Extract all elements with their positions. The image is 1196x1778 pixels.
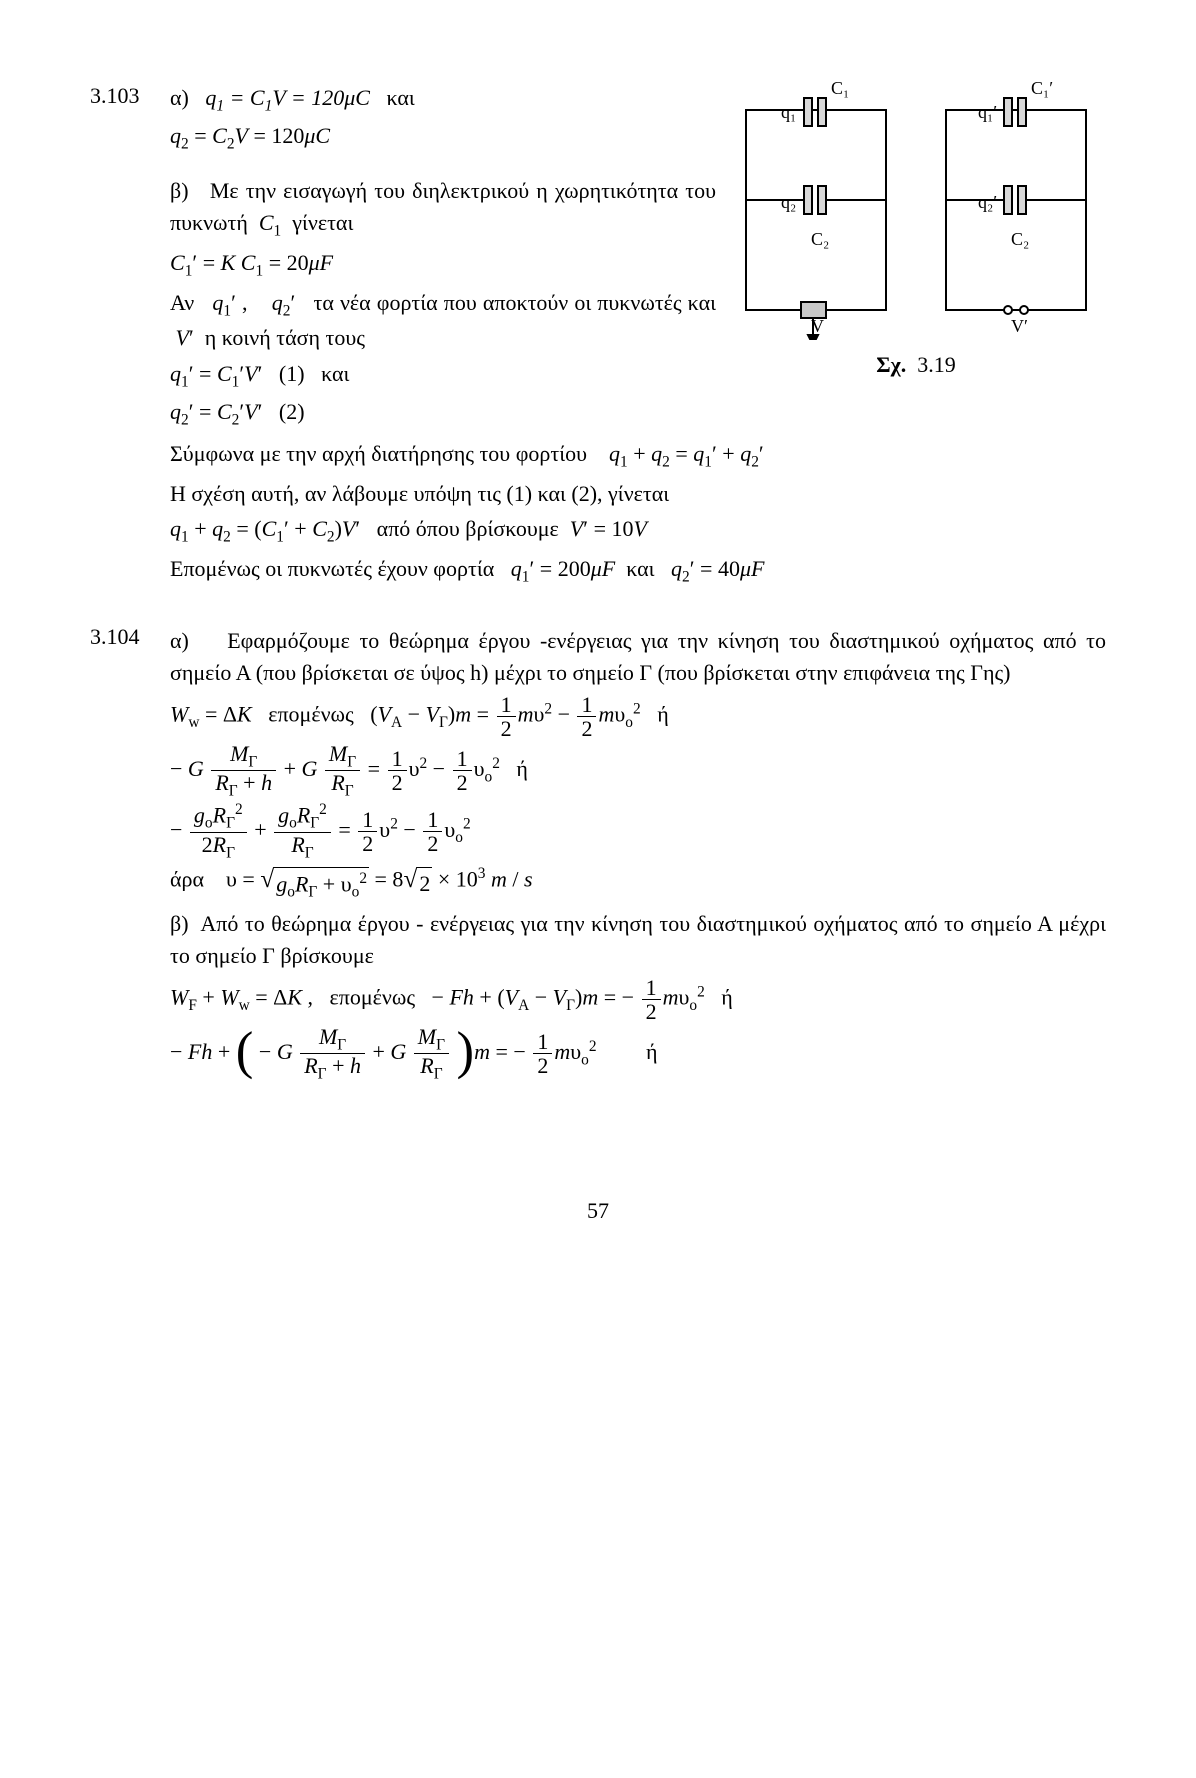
label-c1: C₁: [831, 80, 849, 98]
problem-3-103: 3.103: [90, 80, 1106, 593]
text-104-b: Από το θεώρημα έργου - ενέργειας για την…: [170, 911, 1106, 968]
eq-work-energy-1: Ww = ΔK επομένως (VA − VΓ)m = 12mυ2 − 12…: [170, 693, 1106, 740]
part-a-label-2: α): [170, 628, 189, 653]
text-end: η κοινή τάση τους: [205, 325, 365, 350]
eq-104-b2: − Fh + ( − G MΓRΓ + h + G MΓRΓ )m = − 12…: [170, 1025, 1106, 1083]
para-result: Επομένως οι πυκνωτές έχουν φορτία q1′ = …: [170, 553, 1106, 589]
or-2: ή: [516, 756, 528, 781]
para-104-b: β) Από το θεώρημα έργου - ενέργειας για …: [170, 908, 1106, 972]
text-b1-end: γίνεται: [292, 210, 353, 235]
circuit-diagram: C₁ q₁ q₂ C₂ C₁′ q₁′: [726, 80, 1106, 340]
eq-104-b1: WF + Ww = ΔK , επομένως − Fh + (VA − VΓ)…: [170, 976, 1106, 1023]
label-V2: V: [811, 316, 824, 336]
label-q1p: q₁′: [978, 102, 997, 122]
problem-body-2: α) Εφαρμόζουμε το θεώρημα έργου -ενέργει…: [170, 621, 1106, 1085]
para-conservation: Σύμφωνα με την αρχή διατήρησης του φορτί…: [170, 438, 1106, 474]
text-epomenos: Επομένως οι πυκνωτές έχουν φορτία: [170, 556, 494, 581]
figure-caption: Σχ. 3.19: [726, 349, 1106, 381]
label-q2p: q₂′: [978, 192, 997, 212]
problem-number: 3.103: [90, 80, 170, 112]
problem-3-104: 3.104 α) Εφαρμόζουμε το θεώρημα έργου -ε…: [90, 621, 1106, 1085]
eq-work-energy-3: − goRΓ22RΓ + goRΓ2RΓ = 12υ2 − 12υo2: [170, 802, 1106, 861]
label-c2-right: C₂: [1011, 229, 1029, 249]
caption-label: Σχ.: [876, 352, 906, 377]
figure-3-19: C₁ q₁ q₂ C₂ C₁′ q₁′: [726, 80, 1106, 381]
page-number: 57: [90, 1195, 1106, 1227]
text-epomenos-3: επομένως: [330, 984, 416, 1009]
or-3: ή: [721, 984, 733, 1009]
label-c2-left: C₂: [811, 229, 829, 249]
label-q1: q₁: [781, 102, 796, 122]
text-conservation: Σύμφωνα με την αρχή διατήρησης του φορτί…: [170, 441, 587, 466]
text-apo-opou: από όπου βρίσκουμε: [377, 516, 559, 541]
kai-3: και: [626, 556, 654, 581]
text-rest: τα νέα φορτία που αποκτούν οι πυκνωτές κ…: [314, 290, 717, 315]
eq-q2p: q2′ = C2′V′ (2): [170, 396, 1106, 432]
para-combine: Η σχέση αυτή, αν λάβουμε υπόψη τις (1) κ…: [170, 478, 1106, 510]
eq-q1: q1 = C1V = 120μC: [205, 85, 370, 110]
text-104-a: Εφαρμόζουμε το θεώρημα έργου -ενέργειας …: [170, 628, 1106, 685]
text-an: Αν: [170, 290, 194, 315]
problem-body: C₁ q₁ q₂ C₂ C₁′ q₁′: [170, 80, 1106, 593]
text-ara: άρα: [170, 867, 204, 892]
problem-number-2: 3.104: [90, 621, 170, 653]
or-1: ή: [657, 701, 669, 726]
part-b-label-2: β): [170, 911, 189, 936]
text-b1: Με την εισαγωγή του διηλεκτρικού η χωρητ…: [170, 178, 716, 235]
part-b-label: β): [170, 178, 189, 203]
label-q2: q₂: [781, 192, 796, 212]
label-c1p: C₁′: [1031, 80, 1053, 98]
caption-num: 3.19: [917, 352, 956, 377]
text-epomenos-2: επομένως: [268, 701, 354, 726]
kai-2: και: [321, 361, 349, 386]
para-104-a: α) Εφαρμόζουμε το θεώρημα έργου -ενέργει…: [170, 625, 1106, 689]
label-Vp: V′: [1011, 316, 1028, 336]
eq-work-energy-2: − G MΓRΓ + h + G MΓRΓ = 12υ2 − 12υo2 ή: [170, 742, 1106, 800]
or-4: ή: [646, 1039, 658, 1064]
kai-1: και: [386, 85, 414, 110]
eq-result-v: άρα υ = √goRΓ + υo2 = 8√2 × 103 m / s: [170, 863, 1106, 903]
eq-combine: q1 + q2 = (C1′ + C2)V′ από όπου βρίσκουμ…: [170, 513, 1106, 549]
part-a-label: α): [170, 85, 189, 110]
